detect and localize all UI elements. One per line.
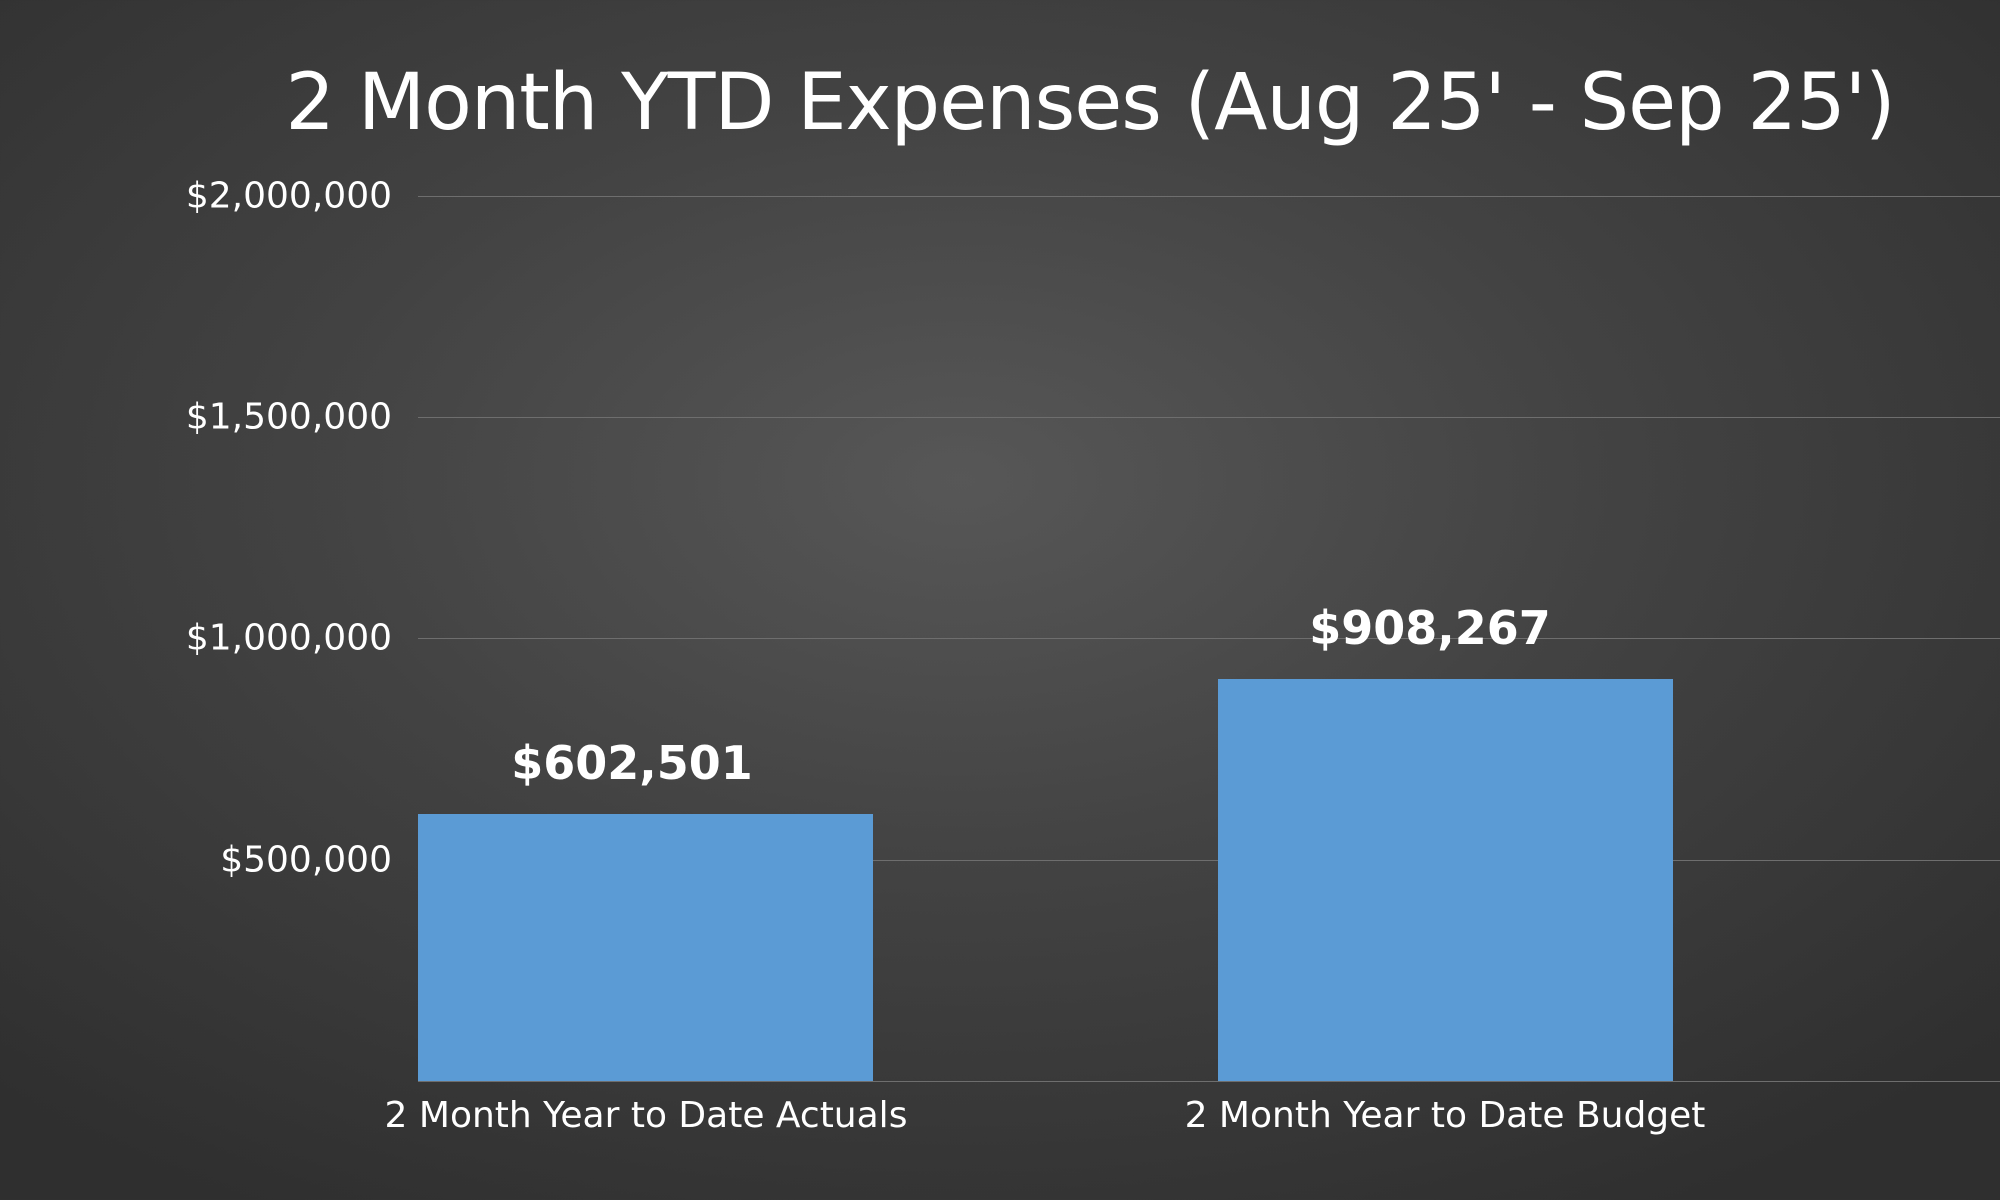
data-label-actuals: $602,501 (511, 736, 753, 791)
y-tick-label: $2,000,000 (185, 175, 392, 217)
chart-title: 2 Month YTD Expenses (Aug 25' - Sep 25') (285, 58, 1895, 148)
y-tick-label: $1,000,000 (185, 617, 392, 659)
bar-actuals (418, 814, 873, 1081)
plot-area (418, 196, 2000, 1082)
y-tick-label: $1,500,000 (185, 396, 392, 438)
x-category-label: 2 Month Year to Date Budget (1184, 1095, 1706, 1136)
gridline (418, 196, 2000, 197)
baseline (418, 1081, 2000, 1082)
gridline (418, 417, 2000, 418)
y-tick-label: $500,000 (220, 839, 392, 881)
x-category-label: 2 Month Year to Date Actuals (384, 1095, 908, 1136)
data-label-budget: $908,267 (1309, 601, 1551, 656)
gridline (418, 638, 2000, 639)
gridline (418, 860, 2000, 861)
bar-budget (1218, 679, 1673, 1081)
